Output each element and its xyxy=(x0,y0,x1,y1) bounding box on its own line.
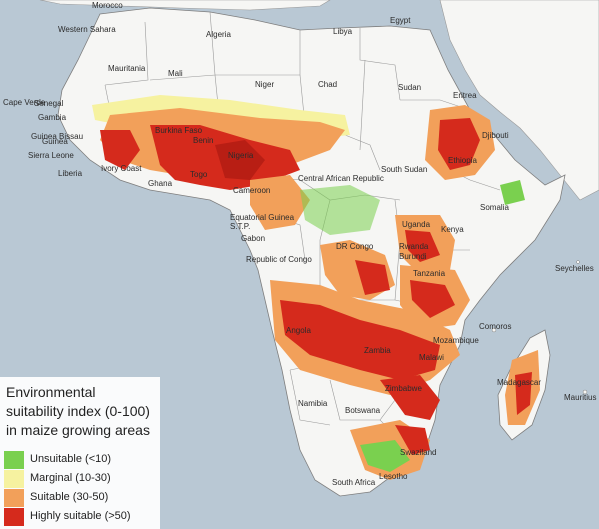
label-ivory-coast: Ivory Coast xyxy=(101,164,142,173)
label-gabon: Gabon xyxy=(241,234,265,243)
legend-item-unsuitable: Unsuitable (<10) xyxy=(4,450,159,470)
label-liberia: Liberia xyxy=(58,169,83,178)
label-gambia: Gambia xyxy=(38,113,67,122)
label-ghana: Ghana xyxy=(148,179,173,188)
suitability-west-africa xyxy=(92,95,350,190)
label-dr-congo: DR Congo xyxy=(336,242,374,251)
suitability-ethiopia xyxy=(425,105,525,205)
label-mali: Mali xyxy=(168,69,183,78)
legend-swatch xyxy=(4,489,24,507)
label-tanzania: Tanzania xyxy=(413,269,446,278)
label-burkina-faso: Burkina Faso xyxy=(155,126,203,135)
label-niger: Niger xyxy=(255,80,274,89)
label-togo: Togo xyxy=(190,170,208,179)
label-ethiopia: Ethiopia xyxy=(448,156,477,165)
label-malawi: Malawi xyxy=(419,353,444,362)
label-somalia: Somalia xyxy=(480,203,509,212)
label-mauritius: Mauritius xyxy=(564,393,596,402)
mauritius-island xyxy=(582,389,588,395)
suitability-southern-belt xyxy=(270,280,460,420)
legend-item-highly-suitable: Highly suitable (>50) xyxy=(4,507,159,527)
label-mozambique: Mozambique xyxy=(433,336,479,345)
seychelles-island xyxy=(576,260,580,264)
suitability-central-africa xyxy=(250,175,455,300)
label-republic-of-congo: Republic of Congo xyxy=(246,255,312,264)
arabia-landmass xyxy=(439,0,599,201)
label-egypt: Egypt xyxy=(390,16,411,25)
label-angola: Angola xyxy=(286,326,311,335)
label-guinea: Guinea xyxy=(42,137,68,146)
label-kenya: Kenya xyxy=(441,225,464,234)
legend-title: Environmental suitability index (0-100) … xyxy=(6,384,150,438)
comoros-island xyxy=(491,327,497,333)
label-morocco: Morocco xyxy=(92,1,123,10)
label-namibia: Namibia xyxy=(298,399,328,408)
label-rwanda: Rwanda xyxy=(399,242,429,251)
label-south-sudan: South Sudan xyxy=(381,165,427,174)
country-labels: Morocco Western Sahara Algeria Libya Egy… xyxy=(3,1,596,487)
label-nigeria: Nigeria xyxy=(228,151,254,160)
legend-item-marginal: Marginal (10-30) xyxy=(4,469,159,489)
label-eritrea: Eritrea xyxy=(453,91,477,100)
label-south-africa: South Africa xyxy=(332,478,376,487)
label-comoros: Comoros xyxy=(479,322,511,331)
suitability-south-africa xyxy=(350,420,430,480)
label-cameroon: Cameroon xyxy=(233,186,270,195)
legend-label: Suitable (30-50) xyxy=(30,491,109,503)
label-botswana: Botswana xyxy=(345,406,381,415)
label-chad: Chad xyxy=(318,80,337,89)
label-sudan: Sudan xyxy=(398,83,421,92)
legend: Environmental suitability index (0-100) … xyxy=(0,377,160,529)
label-burundi: Burundi xyxy=(399,252,427,261)
label-uganda: Uganda xyxy=(402,220,431,229)
label-seychelles: Seychelles xyxy=(555,264,594,273)
legend-swatch xyxy=(4,508,24,526)
label-senegal: Senegal xyxy=(34,99,64,108)
label-guinea-bissau: Guinea Bissau xyxy=(31,132,83,141)
legend-item-suitable: Suitable (30-50) xyxy=(4,488,159,508)
label-algeria: Algeria xyxy=(206,30,231,39)
legend-label: Highly suitable (>50) xyxy=(30,510,131,522)
label-western-sahara: Western Sahara xyxy=(58,25,116,34)
europe-landmass xyxy=(39,0,331,11)
label-central-african-republic: Central African Republic xyxy=(298,174,384,183)
label-benin: Benin xyxy=(193,136,213,145)
label-sierra-leone: Sierra Leone xyxy=(28,151,74,160)
legend-label: Unsuitable (<10) xyxy=(30,453,112,465)
legend-swatch xyxy=(4,470,24,488)
label-equatorial-guinea: Equatorial Guinea xyxy=(230,213,295,222)
label-stp: S.T.P. xyxy=(230,222,250,231)
suitability-madagascar xyxy=(505,350,540,425)
label-lesotho: Lesotho xyxy=(379,472,408,481)
label-swaziland: Swaziland xyxy=(400,448,436,457)
label-cape-verde: Cape Verde xyxy=(3,98,46,107)
label-zimbabwe: Zimbabwe xyxy=(385,384,422,393)
label-zambia: Zambia xyxy=(364,346,391,355)
legend-swatch xyxy=(4,451,24,469)
label-mauritania: Mauritania xyxy=(108,64,146,73)
label-madagascar: Madagascar xyxy=(497,378,541,387)
label-djibouti: Djibouti xyxy=(482,131,509,140)
label-libya: Libya xyxy=(333,27,353,36)
legend-label: Marginal (10-30) xyxy=(30,472,111,484)
